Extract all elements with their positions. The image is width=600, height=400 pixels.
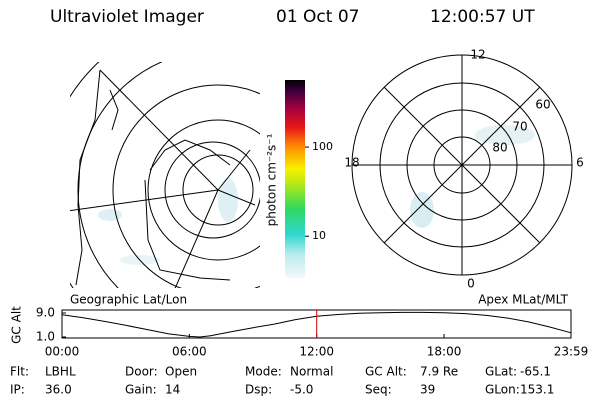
- field-value: -5.0: [290, 383, 313, 397]
- panel-label: Apex MLat/MLT: [478, 293, 568, 307]
- field-label: IP:: [10, 383, 25, 397]
- field-value: -65.1: [520, 365, 551, 379]
- y-axis-label: GC Alt: [10, 306, 24, 344]
- geo-map: [70, 62, 260, 288]
- colorbar: [285, 80, 305, 278]
- x-tick-label: 00:00: [45, 345, 80, 359]
- y-tick-label: 9.0: [36, 306, 55, 320]
- colorbar-tick-label: 100: [312, 140, 333, 153]
- field-label: Dsp:: [245, 383, 272, 397]
- field-value: 39: [420, 383, 435, 397]
- field-value: 36.0: [45, 383, 72, 397]
- field-value: 153.1: [520, 383, 554, 397]
- field-value: 14: [165, 383, 180, 397]
- field-label: GC Alt:: [365, 365, 407, 379]
- field-label: Flt:: [10, 365, 29, 379]
- x-tick-label: 23:59: [554, 345, 589, 359]
- lat-label: 70: [512, 120, 527, 134]
- field-label: GLon:: [485, 383, 520, 397]
- title: Ultraviolet Imager: [50, 7, 204, 27]
- panel-label: Geographic Lat/Lon: [70, 293, 187, 307]
- lat-label: 80: [492, 141, 507, 155]
- altitude-line: [61, 311, 572, 338]
- time: 12:00:57 UT: [430, 7, 535, 27]
- field-value: LBHL: [45, 365, 76, 379]
- colorbar-label: photon cm⁻²s⁻¹: [265, 133, 279, 226]
- colorbar-tick-label: 10: [312, 229, 326, 242]
- field-value: 7.9 Re: [420, 365, 458, 379]
- field-label: Mode:: [245, 365, 282, 379]
- mlt-label: 12: [470, 48, 485, 62]
- field-value: Normal: [290, 365, 333, 379]
- mlt-label: 0: [467, 277, 475, 291]
- field-label: Door:: [125, 365, 158, 379]
- lat-label: 60: [535, 98, 550, 112]
- field-label: GLat:: [485, 365, 517, 379]
- field-label: Gain:: [125, 383, 157, 397]
- mlt-label: 18: [344, 156, 359, 170]
- field-value: Open: [165, 365, 197, 379]
- x-tick-label: 06:00: [172, 345, 207, 359]
- x-tick-label: 18:00: [427, 345, 462, 359]
- mlt-label: 6: [576, 156, 584, 170]
- field-label: Seq:: [365, 383, 392, 397]
- mlt-plot: [351, 54, 573, 276]
- date: 01 Oct 07: [276, 7, 359, 27]
- x-tick-label: 12:00: [299, 345, 334, 359]
- y-tick-label: 1.0: [36, 330, 55, 344]
